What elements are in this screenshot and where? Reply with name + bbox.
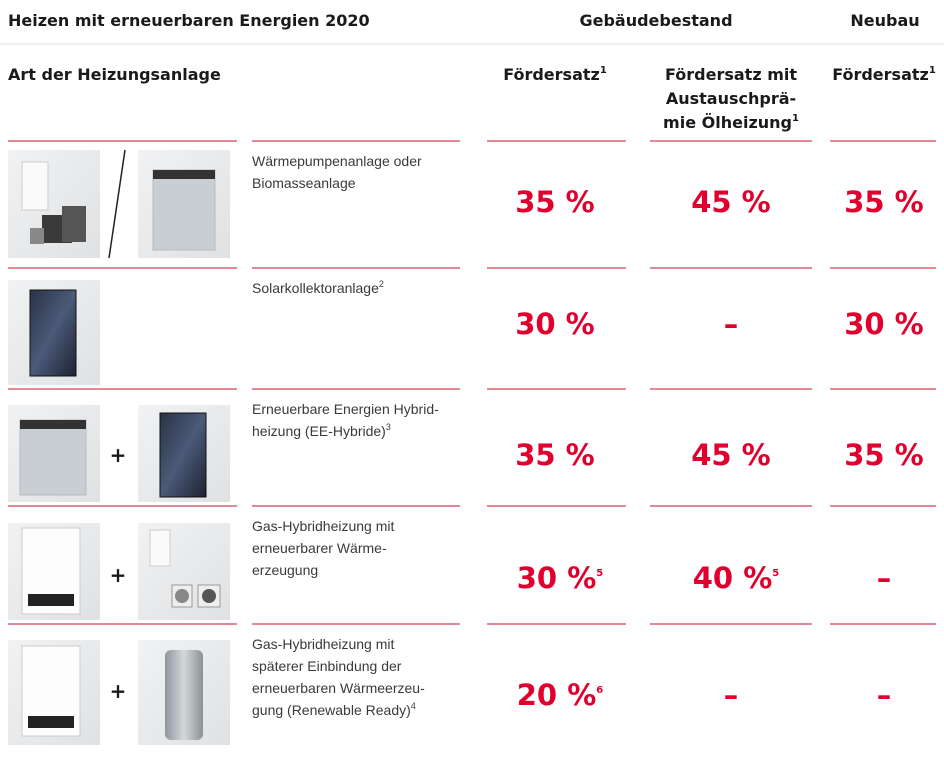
footnote: 1 [929,65,936,76]
description: Gas-Hybridheizung mit [252,518,394,534]
rate-value: 20 % [517,678,597,712]
group-header: Gebäudebestand [579,11,732,30]
description: Wärmepumpenanlage oder [252,153,422,169]
description: Gas-Hybridheizung mit [252,636,394,652]
description: erneuerbaren Wärmeerzeu- [252,680,425,696]
rate-value: 35 % [844,185,924,219]
rate-value: 45 % [691,438,771,472]
column-header: Fördersatz1 [832,65,936,84]
rate: 35 % [515,438,595,472]
rate: 45 % [691,438,771,472]
group-header: Neubau [850,11,919,30]
label: Fördersatz [503,65,600,84]
rate: 30 % [844,307,924,341]
rate-value: 35 % [844,438,924,472]
footnote: 1 [600,65,607,76]
rate-value: – [724,307,739,341]
rate-value: 35 % [515,185,595,219]
description-line: erneuerbarer Wärme- [252,540,387,556]
rate: 20 %6 [517,678,604,712]
connector: + [110,563,127,587]
rate: – [724,678,739,712]
description: heizung (EE-Hybride)3 [252,422,391,439]
column-header: Austauschprä- [666,89,796,108]
connector: + [110,443,127,467]
description-line: erzeugung [252,562,318,578]
description: gung (Renewable Ready)4 [252,701,416,718]
rate: 45 % [691,185,771,219]
rate-value: – [877,678,892,712]
rate: – [724,307,739,341]
footnote: 4 [411,701,416,711]
rate-value: 30 % [515,307,595,341]
rate: 35 % [844,185,924,219]
column-header: mie Ölheizung1 [663,113,799,132]
table: Heizen mit erneuerbaren Energien 2020 Ge… [0,0,944,776]
description-line: Erneuerbare Energien Hybrid- [252,401,439,417]
rate: 30 % [515,307,595,341]
rate-value: 30 % [517,561,597,595]
description-line: Wärmepumpenanlage oder [252,153,422,169]
column-header: Art der Heizungsanlage [8,65,221,84]
footnote: 6 [596,685,603,696]
footnote: 5 [596,568,603,579]
description: Biomasseanlage [252,175,356,191]
footnote: 3 [386,422,391,432]
description-line: späterer Einbindung der [252,658,402,674]
connector: + [110,679,127,703]
footnote: 5 [772,568,779,579]
footnote: 1 [792,113,799,124]
rate: 30 %5 [517,561,604,595]
description: Solarkollektoranlage2 [252,279,384,296]
description: späterer Einbindung der [252,658,402,674]
description: erneuerbarer Wärme- [252,540,387,556]
description-line: Solarkollektoranlage [252,280,379,296]
description-line: Gas-Hybridheizung mit [252,636,394,652]
description-line: Biomasseanlage [252,175,356,191]
rate-value: – [877,561,892,595]
rate: – [877,678,892,712]
description-line: gung (Renewable Ready) [252,702,411,718]
rate: – [877,561,892,595]
title: Heizen mit erneuerbaren Energien 2020 [8,11,370,30]
column-header: Fördersatz mit [665,65,797,84]
rate: 40 %5 [693,561,780,595]
label: mie Ölheizung [663,113,792,132]
rate-value: 45 % [691,185,771,219]
description: erzeugung [252,562,318,578]
description-line: Gas-Hybridheizung mit [252,518,394,534]
rate: 35 % [515,185,595,219]
column-header: Fördersatz1 [503,65,607,84]
label: Fördersatz [832,65,929,84]
description: Erneuerbare Energien Hybrid- [252,401,439,417]
rate-value: 35 % [515,438,595,472]
rate-value: – [724,678,739,712]
footnote: 2 [379,279,384,289]
description-line: erneuerbaren Wärmeerzeu- [252,680,425,696]
rate-value: 40 % [693,561,773,595]
description-line: heizung (EE-Hybride) [252,423,386,439]
rate: 35 % [844,438,924,472]
rate-value: 30 % [844,307,924,341]
